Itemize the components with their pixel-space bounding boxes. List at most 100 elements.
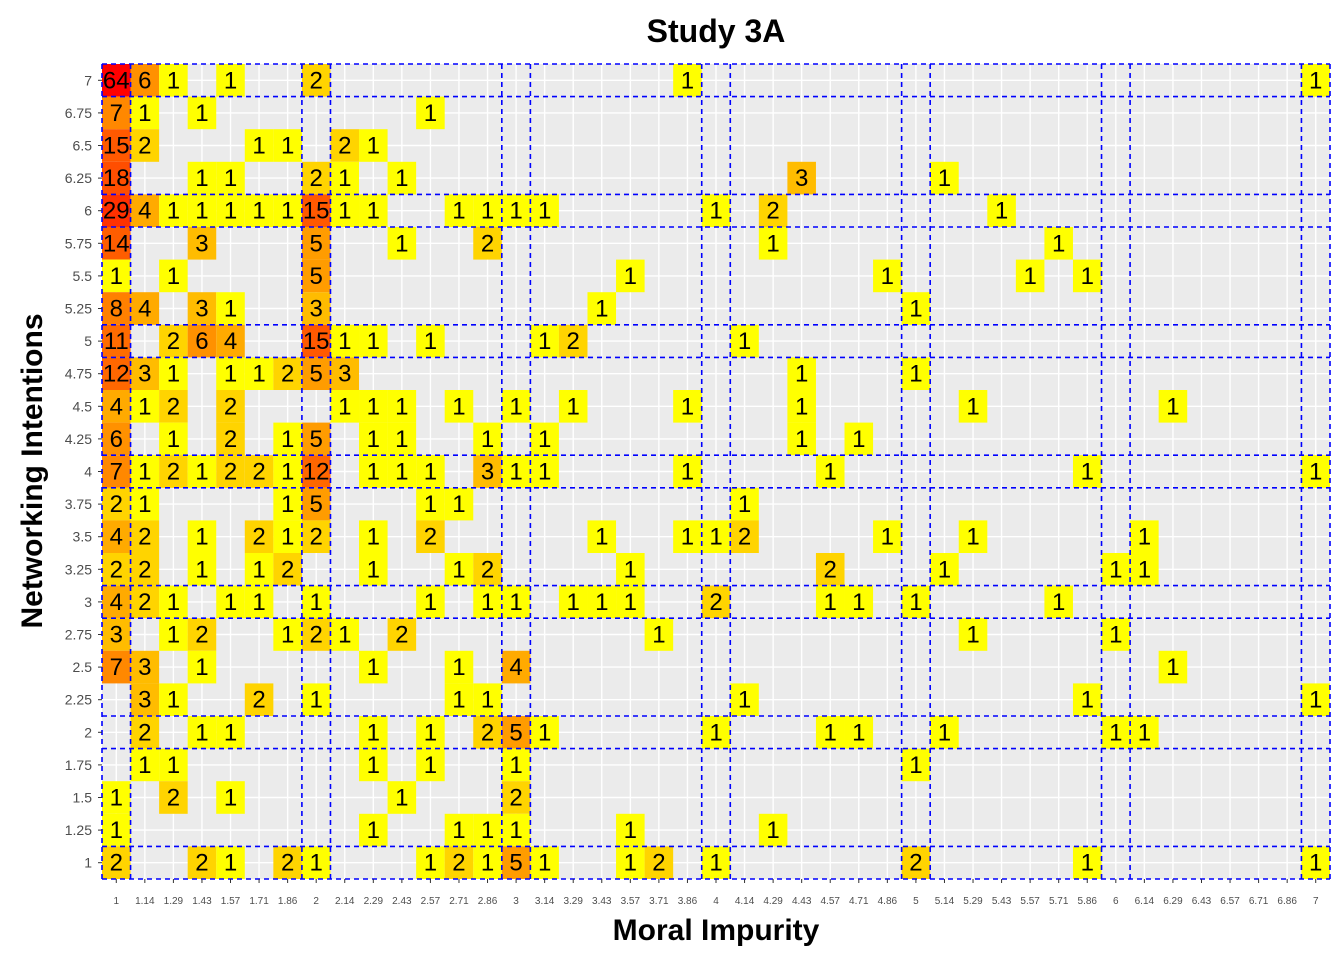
heatmap-cell [216, 455, 245, 488]
heatmap-cell [387, 422, 417, 456]
cell-value-label: 1 [310, 850, 323, 877]
heatmap-cell [815, 455, 845, 488]
cell-value-label: 1 [252, 198, 265, 225]
heatmap-cell [102, 161, 131, 195]
cell-value-label: 1 [881, 524, 894, 551]
cell-value-label: 1 [909, 296, 922, 323]
cell-value-label: 1 [224, 361, 237, 388]
heatmap-cell [359, 194, 388, 227]
heatmap-cell [473, 455, 502, 488]
cell-value-label: 1 [709, 850, 722, 877]
x-tick-label: 6 [1113, 896, 1119, 907]
heatmap-cell [473, 194, 502, 227]
cell-value-label: 2 [281, 361, 294, 388]
heatmap-cell [130, 194, 160, 227]
heatmap-cell [216, 716, 245, 749]
heatmap-cell [159, 748, 188, 782]
heatmap-cell [159, 390, 188, 423]
cell-value-label: 1 [1166, 654, 1179, 681]
cell-value-label: 1 [424, 491, 437, 518]
heatmap-cell [501, 716, 531, 749]
y-tick-label: 5.25 [65, 301, 92, 317]
heatmap-cell [416, 96, 445, 130]
x-tick-label: 3.57 [621, 896, 641, 907]
heatmap-cell [1158, 390, 1188, 423]
cell-value-label: 1 [281, 426, 294, 453]
cell-value-label: 1 [138, 393, 151, 420]
cell-value-label: 1 [824, 719, 837, 746]
cell-value-label: 1 [138, 752, 151, 779]
cell-value-label: 2 [281, 556, 294, 583]
heatmap-cell [416, 585, 445, 619]
heatmap-cell [159, 357, 188, 390]
heatmap-cell [501, 748, 531, 782]
heatmap-cell [130, 357, 160, 390]
cell-value-label: 1 [938, 719, 951, 746]
heatmap-cell [216, 194, 245, 227]
heatmap-cell [359, 390, 388, 423]
heatmap-cell [1044, 585, 1073, 619]
heatmap-cell [187, 846, 217, 879]
cell-value-label: 1 [738, 491, 751, 518]
heatmap-cell [159, 781, 188, 814]
cell-value-label: 5 [509, 850, 522, 877]
cell-value-label: 2 [138, 589, 151, 616]
cell-value-label: 1 [310, 589, 323, 616]
heatmap-cell [444, 813, 474, 847]
cell-value-label: 2 [167, 785, 180, 812]
cell-value-label: 1 [195, 524, 208, 551]
cell-value-label: 1 [167, 426, 180, 453]
heatmap-cell [102, 455, 131, 488]
cell-value-label: 1 [595, 296, 608, 323]
heatmap-cell [159, 259, 188, 293]
x-tick-label: 7 [1313, 896, 1319, 907]
heatmap-cell [359, 650, 388, 684]
cell-value-label: 2 [652, 850, 665, 877]
heatmap-cell [216, 64, 245, 97]
cell-value-label: 4 [110, 589, 123, 616]
heatmap-cell [530, 716, 559, 749]
heatmap-cell [330, 324, 360, 358]
cell-value-label: 2 [766, 198, 779, 225]
heatmap-cell [873, 520, 902, 553]
cell-value-label: 1 [681, 459, 694, 486]
heatmap-cell [301, 422, 331, 456]
cell-value-label: 1 [252, 361, 265, 388]
heatmap-cell [244, 553, 274, 586]
heatmap-cell [787, 357, 816, 390]
heatmap-cell [301, 324, 331, 358]
cell-value-label: 1 [195, 198, 208, 225]
heatmap-cell [301, 161, 331, 195]
cell-value-label: 1 [281, 459, 294, 486]
heatmap-cell [387, 390, 417, 423]
heatmap-cell [301, 357, 331, 390]
cell-value-label: 2 [738, 524, 751, 551]
cell-value-label: 1 [766, 230, 779, 257]
heatmap-cell [815, 585, 845, 619]
cell-value-label: 1 [338, 393, 351, 420]
cell-value-label: 2 [224, 459, 237, 486]
heatmap-cell [587, 585, 617, 619]
heatmap-cell [1072, 259, 1102, 293]
cell-value-label: 1 [195, 719, 208, 746]
heatmap-cell [187, 520, 217, 553]
cell-value-label: 1 [624, 263, 637, 290]
heatmap-cell [244, 194, 274, 227]
cell-value-label: 1 [395, 393, 408, 420]
cell-value-label: 29 [103, 198, 130, 225]
x-tick-label: 3 [513, 896, 519, 907]
cell-value-label: 1 [424, 850, 437, 877]
cell-value-label: 1 [452, 491, 465, 518]
cell-value-label: 6 [195, 328, 208, 355]
heatmap-cell [159, 618, 188, 651]
heatmap-cell [187, 650, 217, 684]
heatmap-cell [273, 487, 302, 521]
cell-value-label: 1 [624, 589, 637, 616]
cell-value-label: 1 [824, 459, 837, 486]
heatmap-cell [501, 585, 531, 619]
cell-value-label: 1 [1052, 230, 1065, 257]
heatmap-cell [616, 813, 645, 847]
y-tick-label: 1.25 [65, 822, 92, 838]
heatmap-cell [501, 390, 531, 423]
cell-value-label: 1 [1052, 589, 1065, 616]
